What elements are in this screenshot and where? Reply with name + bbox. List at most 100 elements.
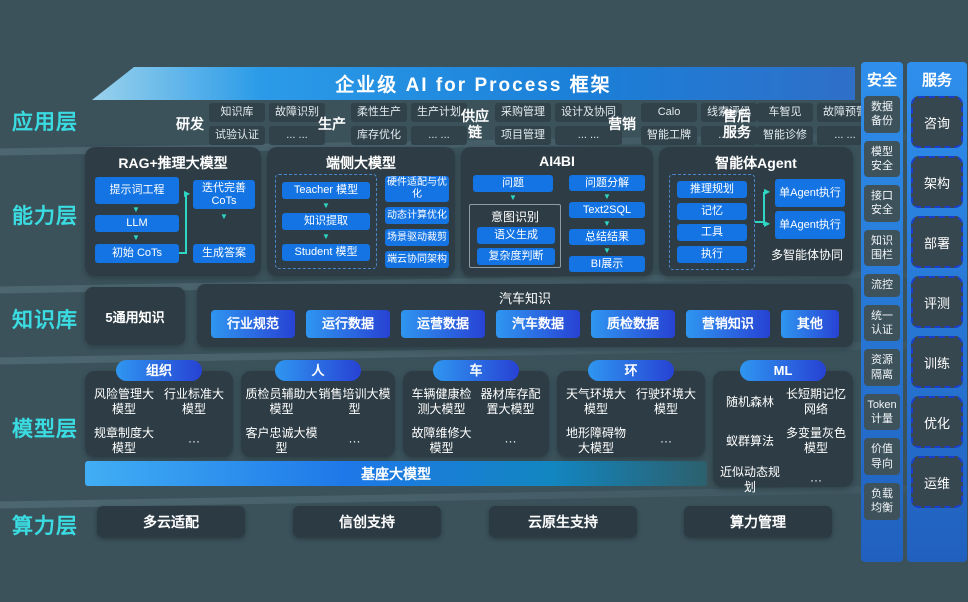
distill-group: Teacher 模型 ▼ 知识提取 ▼ Student 模型 [275,174,377,269]
service-items: 咨询 架构 部署 评测 训练 优化 运维 [907,96,967,508]
agent-executor: 单Agent执行 [775,211,845,239]
arrow-down-icon: ▼ [132,205,140,214]
app-chip-grid: 采购管理 设计及协同 项目管理 ... ... [495,103,622,146]
model-cell: 多变量灰色模型 [785,426,846,455]
app-chip-grid: 柔性生产 生产计划 库存优化 ... ... [351,103,467,146]
edge-node: Student 模型 [282,243,370,261]
connector [185,194,187,254]
agent-node: 工具 [677,224,747,242]
app-group-marketing: 营销 Calo 线索评级 智能工牌 ... ... [608,103,757,146]
security-item: 负载均衡 [864,483,900,520]
compute-box-xinchuang: 信创支持 [293,506,441,537]
model-cell-grid: 天气环境大模型 行驶环境大模型 地形障碍物大模型 ··· [557,371,705,464]
security-item: Token计量 [864,393,900,431]
security-item: 模型安全 [864,140,900,178]
app-group-label: 供应链 [461,108,489,141]
model-group-organization: 组织 风险管理大模型 行业标准大模型 规章制度大模型 ··· [85,360,233,457]
knowledge-tag-row: 行业规范 运行数据 运营数据 汽车数据 质检数据 营销知识 其他 [211,310,839,338]
ai4bi-node: 问题分解 [569,175,645,191]
app-chip: 采购管理 [495,103,551,123]
app-group-label: 售后服务 [723,108,751,141]
capability-title: 智能体Agent [715,155,797,171]
model-cell: 车辆健康检测大模型 [411,387,472,416]
connector [763,192,765,225]
app-group-rnd: 研发 知识库 故障识别 试验认证 ... ... [176,103,325,146]
model-cell: 行业标准大模型 [163,387,224,416]
app-group-label: 生产 [318,116,346,133]
edge-node: 场景驱动裁剪 [385,229,449,246]
agent-executor: 单Agent执行 [775,179,845,207]
knowledge-tag: 质检数据 [590,310,675,338]
model-cell: ··· [504,433,517,448]
app-group-label: 营销 [608,116,636,133]
edge-node: 硬件适配与优化 [385,176,449,202]
agent-node: 执行 [677,245,747,263]
security-item: 价值导向 [864,438,900,476]
model-cell: 客户忠诚大模型 [245,426,318,455]
service-item: 训练 [911,336,963,388]
app-chip: ... ... [555,126,622,146]
model-cell-grid: 质检员辅助大模型 销售培训大模型 客户忠诚大模型 ··· [241,371,395,464]
agent-node: 推理规划 [677,181,747,199]
app-chip: Calo [641,103,697,123]
model-cell: ··· [188,433,200,448]
app-group-supply-chain: 供应链 采购管理 设计及协同 项目管理 ... ... [460,103,622,146]
model-cell: 规章制度大模型 [93,426,154,455]
security-item: 接口安全 [864,185,900,222]
app-chip: 项目管理 [495,126,551,146]
app-group-after-sales: 售后服务 车智见 故障预警 智能诊修 ... ... [722,103,873,146]
capability-title: RAG+推理大模型 [118,155,228,171]
arrow-down-icon: ▼ [603,192,611,201]
app-chip: ... ... [269,126,325,146]
edge-node: 知识提取 [282,212,370,231]
rag-node: LLM [95,215,179,232]
model-cell: 质检员辅助大模型 [245,387,318,416]
intent-group-label: 意图识别 [490,210,539,224]
knowledge-tag: 其他 [780,310,839,338]
ai4bi-node: 总结结果 [569,229,645,245]
app-chip: 生产计划 [411,103,467,123]
edge-node: 端云协同架构 [385,251,449,268]
compute-box-cloud-native: 云原生支持 [489,506,637,537]
app-group-production: 生产 柔性生产 生产计划 库存优化 ... ... [318,103,467,146]
edge-node: Teacher 模型 [282,182,370,200]
compute-box-multicloud: 多云适配 [97,506,245,537]
security-items: 数据备份 模型安全 接口安全 知识围栏 流控 统一认证 资源隔离 Token计量… [861,96,903,520]
agent-module-group: 推理规划 记忆 工具 执行 [669,174,755,270]
service-item: 咨询 [911,96,963,148]
agent-node: 记忆 [677,202,747,220]
model-cell: 蚁群算法 [725,433,774,448]
app-chip-grid: Calo 线索评级 智能工牌 ... ... [641,103,757,146]
app-chip: 故障预警 [817,103,873,123]
ai4bi-node: 问题 [473,175,553,192]
service-item: 优化 [911,396,963,448]
app-chip: 柔性生产 [351,103,407,123]
security-item: 资源隔离 [864,349,900,386]
knowledge-tag: 运行数据 [305,310,390,338]
app-chip: 线索评级 [701,103,757,123]
model-cell: 销售培训大模型 [318,387,391,416]
app-chip: 智能工牌 [641,126,697,146]
edge-node: 动态计算优化 [385,207,449,224]
arrow-down-icon: ▼ [322,201,330,211]
service-item: 评测 [911,276,963,328]
security-item: 流控 [864,274,900,297]
arrow-right-icon: ▶ [764,187,771,196]
security-column-title: 安全 [866,72,897,89]
model-group-ml: ML 随机森林 长短期记忆网络 蚁群算法 多变量灰色模型 近似动态规划 ··· [713,360,853,494]
model-group-person: 人 质检员辅助大模型 销售培训大模型 客户忠诚大模型 ··· [241,360,395,457]
auto-knowledge-box: 汽车知识 行业规范 运行数据 运营数据 汽车数据 质检数据 营销知识 其他 [197,284,853,347]
rag-node: 提示词工程 [95,177,179,204]
intent-group: 意图识别 语义生成 复杂度判断 [469,204,561,268]
title-banner: 企业级 AI for Process 框架 [92,67,855,100]
ai4bi-node: Text2SQL [569,202,645,218]
app-chip-grid: 车智见 故障预警 智能诊修 ... ... [757,103,873,146]
capability-title: AI4BI [539,153,575,169]
app-chip: 知识库 [209,103,265,123]
knowledge-tag: 营销知识 [685,310,770,338]
service-item: 运维 [911,456,963,508]
arrow-right-icon: ▶ [184,189,191,198]
capability-box-agent: 智能体Agent 推理规划 记忆 工具 执行 ▶ ▶ 单Agent执行 单Age… [659,147,853,276]
rag-node: 迭代完善CoTs [193,180,255,209]
security-column: 安全 数据备份 模型安全 接口安全 知识围栏 流控 统一认证 资源隔离 Toke… [861,62,903,562]
